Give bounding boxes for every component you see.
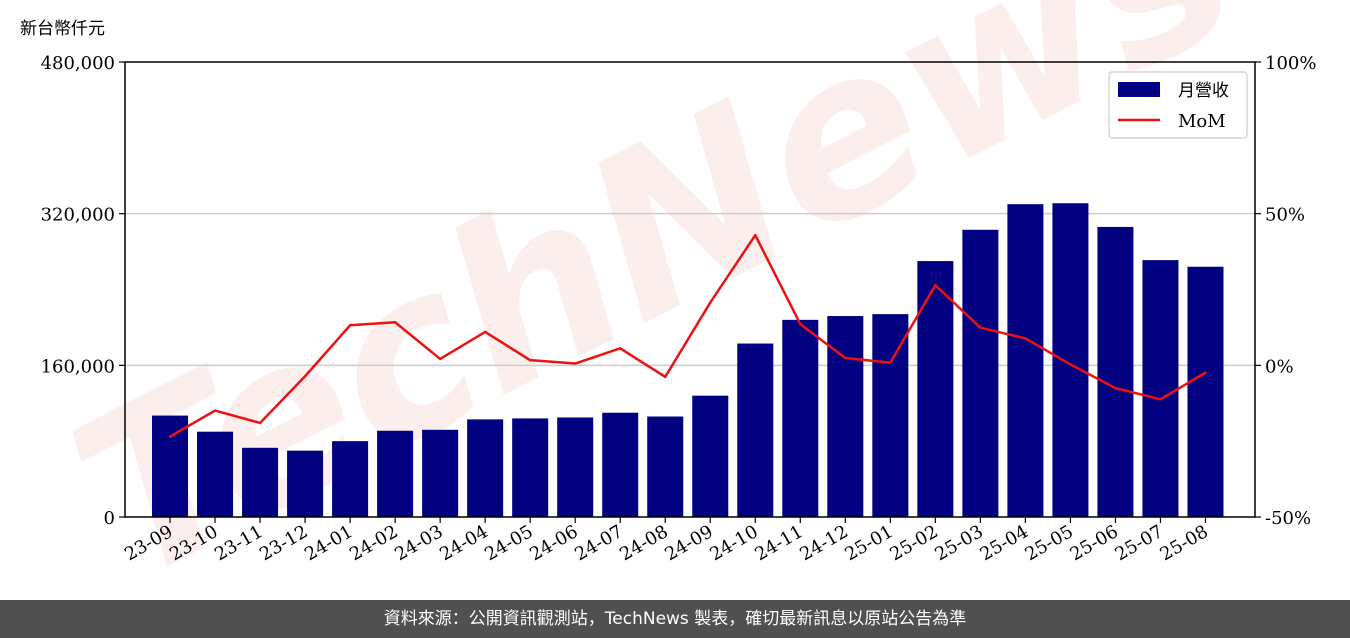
mom-point-25-07: [1159, 398, 1162, 401]
bar-25-04: [1007, 204, 1044, 517]
bar-24-03: [422, 429, 459, 517]
mom-line-group: [168, 233, 1207, 438]
bar-24-05: [512, 418, 549, 517]
bar-25-08: [1187, 266, 1224, 517]
bar-24-11: [782, 319, 819, 517]
x-tick-label: 25-04: [976, 521, 1031, 565]
bar-24-06: [557, 417, 594, 517]
x-tick-label: 24-10: [706, 521, 761, 565]
right-tick-label: 50%: [1265, 205, 1305, 226]
mom-point-25-05: [1069, 363, 1072, 366]
mom-point-25-06: [1114, 386, 1117, 390]
x-tick-label: 24-11: [751, 521, 806, 565]
x-tick-label: 24-03: [391, 521, 446, 565]
x-tick-label: 24-05: [481, 521, 536, 565]
plot-border: [124, 61, 1256, 518]
mom-point-25-08: [1204, 371, 1207, 374]
legend-label-revenue: 月營收: [1178, 81, 1229, 101]
bar-24-12: [827, 316, 864, 517]
left-tick-label: 160,000: [41, 356, 115, 377]
x-tick-label: 25-03: [931, 521, 986, 565]
left-tick-label: 480,000: [41, 53, 115, 74]
bar-24-08: [647, 416, 684, 517]
bar-24-09: [692, 395, 729, 517]
plot-frame: [124, 61, 1256, 518]
unit-label: 新台幣仟元: [20, 19, 105, 39]
x-tick-label: 25-05: [1021, 521, 1076, 565]
bar-23-11: [242, 447, 279, 517]
left-tick-label: 320,000: [41, 205, 115, 226]
mom-point-23-11: [258, 421, 262, 425]
mom-point-25-03: [979, 326, 982, 329]
mom-point-25-02: [934, 284, 937, 287]
bar-24-04: [467, 419, 504, 517]
x-tick-label: 25-08: [1157, 521, 1212, 565]
mom-point-24-05: [528, 358, 532, 362]
mom-point-24-09: [709, 301, 712, 304]
bar-24-10: [737, 343, 774, 517]
bar-25-01: [872, 314, 909, 517]
right-tick-label: 100%: [1265, 53, 1316, 74]
mom-point-24-06: [573, 362, 577, 365]
source-footer: 資料來源：公開資訊觀測站，TechNews 製表，確切最新訊息以原站公告為準: [0, 600, 1350, 638]
mom-point-25-04: [1024, 337, 1027, 340]
mom-point-24-10: [754, 234, 757, 237]
x-tick-label: 25-07: [1112, 521, 1167, 565]
bar-23-10: [197, 431, 234, 517]
bar-25-06: [1097, 226, 1134, 517]
bar-25-03: [962, 229, 999, 517]
x-tick-label: 24-12: [796, 521, 851, 565]
bar-23-09: [152, 415, 189, 517]
mom-point-24-12: [844, 356, 847, 360]
bar-25-02: [917, 261, 954, 517]
mom-point-24-03: [438, 357, 442, 361]
bar-25-07: [1142, 260, 1179, 517]
x-tick-label: 25-06: [1066, 521, 1121, 565]
mom-point-24-02: [393, 321, 397, 324]
mom-point-23-12: [303, 375, 307, 378]
bar-23-12: [287, 450, 324, 517]
x-tick-label: 24-08: [616, 521, 671, 565]
mom-point-24-11: [799, 322, 802, 326]
chart: TechNews 0160,000320,000480,000-50%0%50%…: [20, 0, 1316, 600]
x-tick-label: 25-02: [886, 521, 941, 565]
legend-bar-swatch: [1118, 82, 1160, 97]
x-tick-label: 24-07: [571, 521, 626, 565]
bar-24-07: [602, 412, 639, 517]
bar-25-05: [1052, 203, 1089, 518]
mom-line: [169, 233, 1207, 438]
mom-point-24-01: [348, 324, 352, 327]
mom-point-23-10: [213, 409, 217, 412]
bar-24-01: [332, 441, 369, 517]
mom-point-24-04: [483, 330, 487, 334]
x-tick-label: 24-06: [526, 521, 581, 565]
mom-point-24-08: [664, 375, 667, 379]
bar-24-02: [377, 430, 414, 517]
mom-point-23-09: [168, 435, 172, 438]
right-tick-label: 0%: [1265, 356, 1294, 377]
mom-point-25-01: [889, 361, 892, 364]
mom-point-24-07: [619, 347, 622, 350]
legend-label-mom: MoM: [1178, 111, 1226, 132]
right-tick-label: -50%: [1265, 508, 1311, 529]
x-tick-label: 24-09: [661, 521, 716, 565]
bars-group: [152, 203, 1224, 518]
left-tick-label: 0: [104, 508, 115, 529]
x-tick-label: 25-01: [841, 521, 896, 565]
legend: 月營收 MoM: [1108, 71, 1248, 139]
x-tick-label: 24-04: [436, 521, 491, 565]
